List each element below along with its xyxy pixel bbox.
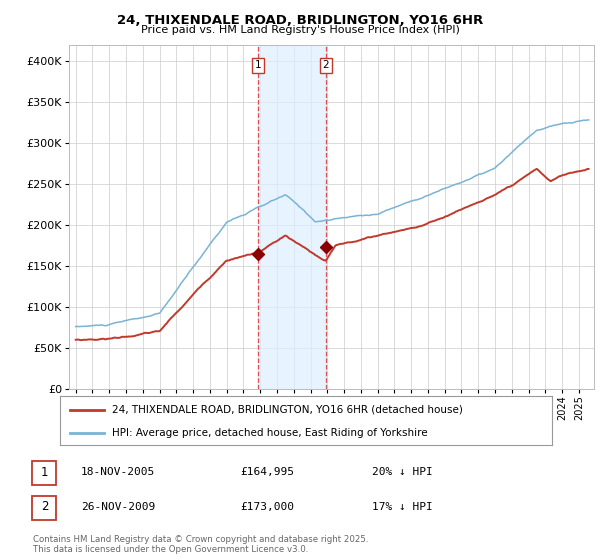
Text: £164,995: £164,995 xyxy=(240,467,294,477)
Text: 1: 1 xyxy=(41,465,48,479)
Text: Contains HM Land Registry data © Crown copyright and database right 2025.
This d: Contains HM Land Registry data © Crown c… xyxy=(33,535,368,554)
Text: 18-NOV-2005: 18-NOV-2005 xyxy=(81,467,155,477)
Text: 2: 2 xyxy=(322,60,329,71)
Text: Price paid vs. HM Land Registry's House Price Index (HPI): Price paid vs. HM Land Registry's House … xyxy=(140,25,460,35)
Text: 24, THIXENDALE ROAD, BRIDLINGTON, YO16 6HR: 24, THIXENDALE ROAD, BRIDLINGTON, YO16 6… xyxy=(117,14,483,27)
Text: 2: 2 xyxy=(41,500,48,514)
Text: 24, THIXENDALE ROAD, BRIDLINGTON, YO16 6HR (detached house): 24, THIXENDALE ROAD, BRIDLINGTON, YO16 6… xyxy=(112,405,463,415)
Text: 17% ↓ HPI: 17% ↓ HPI xyxy=(372,502,433,512)
Text: HPI: Average price, detached house, East Riding of Yorkshire: HPI: Average price, detached house, East… xyxy=(112,428,427,438)
Bar xyxy=(258,45,326,389)
Text: 1: 1 xyxy=(255,60,262,71)
Text: 26-NOV-2009: 26-NOV-2009 xyxy=(81,502,155,512)
Text: 20% ↓ HPI: 20% ↓ HPI xyxy=(372,467,433,477)
Text: £173,000: £173,000 xyxy=(240,502,294,512)
